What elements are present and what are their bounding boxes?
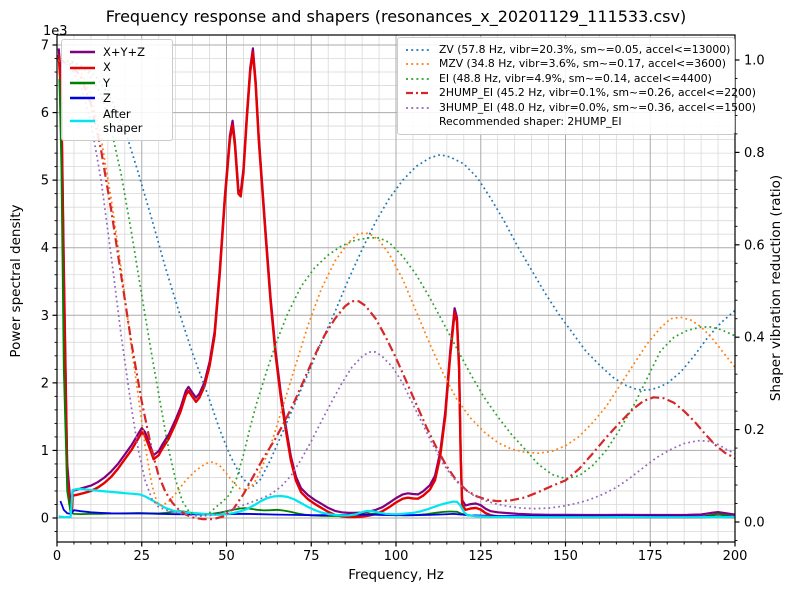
y-axis-offset-text: 1e3 [43,24,68,39]
legend-swatch [70,66,95,69]
series-MZV [57,59,735,507]
legend-swatch [406,106,431,109]
legend-entry: X+Y+Z [69,45,165,59]
svg-text:7: 7 [41,39,49,54]
chart-title: Frequency response and shapers (resonanc… [105,7,687,26]
legend-swatch [70,119,95,123]
svg-text:3: 3 [41,309,49,324]
legend-entry-label: 3HUMP_EI (48.0 Hz, vibr=0.0%, sm~=0.36, … [439,100,756,114]
y-left-axis-label: Power spectral density [8,204,24,358]
legend-entry: MZV (34.8 Hz, vibr=3.6%, sm~=0.17, accel… [405,57,727,70]
legend-entry: EI (48.8 Hz, vibr=4.9%, sm~=0.14, accel<… [405,72,727,85]
legend-entry-label: EI (48.8 Hz, vibr=4.9%, sm~=0.14, accel<… [439,71,712,85]
legend-entry-label: 2HUMP_EI (45.2 Hz, vibr=0.1%, sm~=0.26, … [439,86,756,100]
legend-entry: ZV (57.8 Hz, vibr=20.3%, sm~=0.05, accel… [405,43,731,56]
legend-shapers: ZV (57.8 Hz, vibr=20.3%, sm~=0.05, accel… [397,37,756,135]
series-ZV [57,59,735,487]
legend-swatch [406,92,431,95]
legend-entry: After shaper [69,107,165,136]
svg-text:4: 4 [41,241,49,256]
legend-swatch [70,81,95,85]
legend-swatch [406,77,431,80]
legend-entry-label: X [103,60,111,75]
svg-text:2: 2 [41,376,49,391]
legend-entry: Z [69,91,165,105]
legend-entry: X [69,60,165,74]
svg-text:1: 1 [41,444,49,459]
legend-entry-label: ZV (57.8 Hz, vibr=20.3%, sm~=0.05, accel… [439,43,731,56]
x-axis-label: Frequency, Hz [348,567,444,583]
y-right-axis-label: Shaper vibration reduction (ratio) [768,174,784,402]
legend-entry-label: Z [103,91,111,106]
svg-text:0.6: 0.6 [744,238,765,253]
svg-text:6: 6 [41,106,49,121]
series-After shaper [58,487,735,519]
svg-text:100: 100 [384,549,409,564]
svg-text:1.0: 1.0 [744,54,765,69]
svg-text:200: 200 [723,549,748,564]
svg-text:5: 5 [41,174,49,189]
legend-swatch [70,97,95,100]
series-2HUMP_EI [57,58,735,521]
svg-text:125: 125 [468,549,493,564]
svg-text:0: 0 [41,512,49,527]
legend-swatch [70,50,95,54]
legend-entry-label: X+Y+Z [103,45,146,59]
legend-measurements: X+Y+Z X Y Z After shaper [61,39,173,142]
svg-text:50: 50 [218,549,235,564]
recommended-shaper-text: Recommended shaper: 2HUMP_EI [439,115,622,129]
legend-note: Recommended shaper: 2HUMP_EI [405,115,727,128]
legend-entry: 3HUMP_EI (48.0 Hz, vibr=0.0%, sm~=0.36, … [405,101,756,114]
svg-text:150: 150 [553,549,578,564]
legend-entry-label: Y [103,75,111,90]
series-EI [57,59,735,517]
legend-swatch [406,48,431,51]
legend-entry-label: MZV (34.8 Hz, vibr=3.6%, sm~=0.17, accel… [439,57,726,71]
svg-text:0.4: 0.4 [744,331,765,346]
legend-swatch [406,63,431,66]
svg-text:0.8: 0.8 [744,146,765,161]
svg-text:25: 25 [133,549,150,564]
svg-text:0: 0 [53,549,61,564]
legend-entry-label: After shaper [103,106,143,135]
legend-entry: Y [69,76,165,90]
svg-text:75: 75 [303,549,320,564]
svg-text:0.0: 0.0 [744,516,765,531]
svg-text:175: 175 [638,549,663,564]
svg-text:0.2: 0.2 [744,423,765,438]
legend-entry: 2HUMP_EI (45.2 Hz, vibr=0.1%, sm~=0.26, … [405,86,756,99]
